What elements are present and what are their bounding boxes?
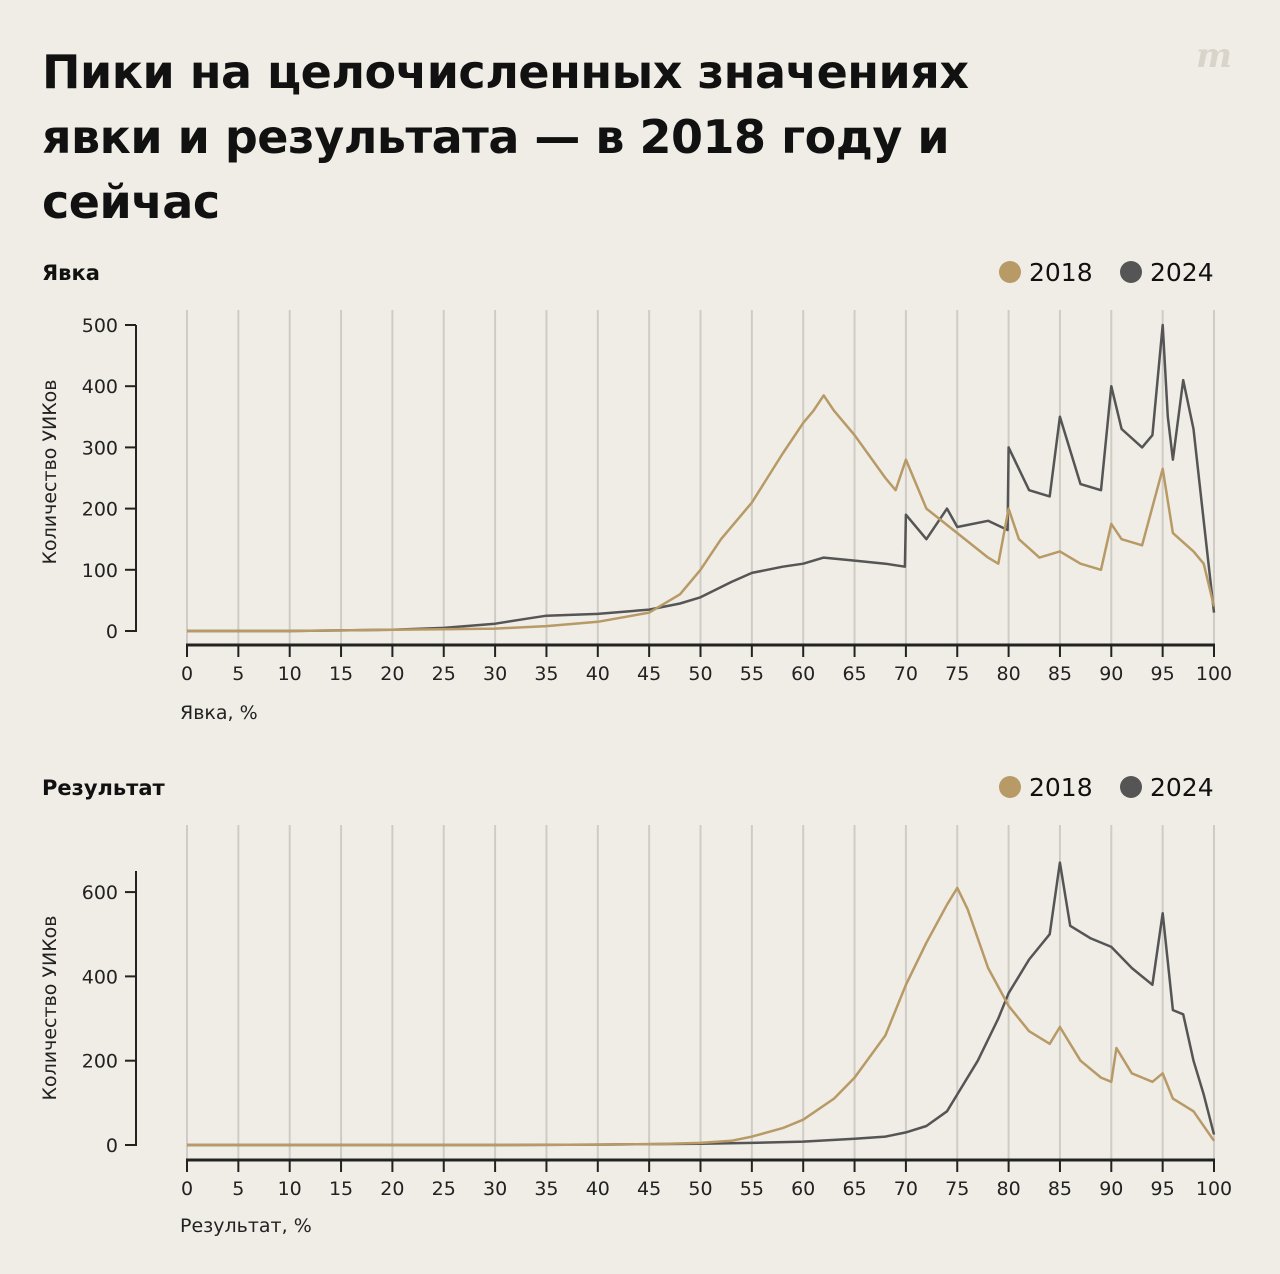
x-tick-label: 15: [329, 1178, 353, 1200]
x-tick-label: 95: [1151, 1178, 1175, 1200]
x-tick-label: 60: [791, 1178, 815, 1200]
x-tick-label: 0: [181, 663, 193, 685]
x-tick-label: 40: [586, 663, 610, 685]
x-tick-label: 10: [278, 1178, 302, 1200]
logo-icon: m: [1196, 36, 1232, 76]
x-tick-label: 55: [740, 663, 764, 685]
chart-title: Результат: [42, 776, 166, 800]
x-tick-label: 80: [997, 1178, 1021, 1200]
x-axis-label: Явка, %: [180, 702, 258, 724]
x-tick-label: 30: [483, 1178, 507, 1200]
x-tick-label: 50: [688, 1178, 712, 1200]
legend-marker: [1120, 261, 1142, 283]
x-tick-label: 0: [181, 1178, 193, 1200]
x-tick-label: 25: [432, 663, 456, 685]
x-tick-label: 90: [1099, 663, 1123, 685]
legend-label: 2024: [1150, 258, 1214, 287]
x-tick-label: 75: [945, 1178, 969, 1200]
x-tick-label: 35: [534, 663, 558, 685]
series-line-2018: [187, 886, 1216, 1147]
series-line-2018: [187, 394, 1216, 633]
legend-marker: [999, 261, 1021, 283]
x-tick-label: 100: [1196, 663, 1232, 685]
x-tick-label: 65: [842, 1178, 866, 1200]
x-tick-label: 100: [1196, 1178, 1232, 1200]
x-tick-label: 70: [894, 1178, 918, 1200]
y-tick-label: 200: [82, 499, 118, 521]
chart-title: Явка: [42, 261, 100, 285]
x-tick-label: 55: [740, 1178, 764, 1200]
y-axis-label: Количество УИКов: [39, 916, 61, 1101]
x-tick-label: 20: [380, 1178, 404, 1200]
x-tick-label: 90: [1099, 1178, 1123, 1200]
x-tick-label: 50: [688, 663, 712, 685]
y-tick-label: 400: [82, 376, 118, 398]
x-tick-label: 60: [791, 663, 815, 685]
x-tick-label: 70: [894, 663, 918, 685]
x-tick-label: 40: [586, 1178, 610, 1200]
y-axis-label: Количество УИКов: [39, 380, 61, 565]
x-tick-label: 25: [432, 1178, 456, 1200]
legend-label: 2018: [1029, 258, 1093, 287]
x-tick-label: 75: [945, 663, 969, 685]
x-tick-label: 10: [278, 663, 302, 685]
y-tick-label: 500: [82, 315, 118, 337]
x-tick-label: 20: [380, 663, 404, 685]
x-tick-label: 15: [329, 663, 353, 685]
x-tick-label: 45: [637, 1178, 661, 1200]
y-tick-label: 100: [82, 560, 118, 582]
page-title: Пики на целочисленных значениях явки и р…: [42, 45, 969, 229]
legend-marker: [999, 776, 1021, 798]
x-tick-label: 5: [232, 1178, 244, 1200]
x-tick-label: 65: [842, 663, 866, 685]
y-tick-label: 0: [106, 621, 118, 643]
x-tick-label: 85: [1048, 1178, 1072, 1200]
legend-marker: [1120, 776, 1142, 798]
legend-label: 2024: [1150, 773, 1214, 802]
legend-label: 2018: [1029, 773, 1093, 802]
y-tick-label: 0: [106, 1135, 118, 1157]
x-axis-label: Результат, %: [180, 1215, 312, 1237]
y-tick-label: 600: [82, 882, 118, 904]
series-line-2024: [187, 323, 1216, 633]
x-tick-label: 35: [534, 1178, 558, 1200]
y-tick-label: 200: [82, 1051, 118, 1073]
y-tick-label: 300: [82, 437, 118, 459]
x-tick-label: 85: [1048, 663, 1072, 685]
y-tick-label: 400: [82, 966, 118, 988]
x-tick-label: 45: [637, 663, 661, 685]
x-tick-label: 5: [232, 663, 244, 685]
x-tick-label: 30: [483, 663, 507, 685]
x-tick-label: 80: [997, 663, 1021, 685]
x-tick-label: 95: [1151, 663, 1175, 685]
